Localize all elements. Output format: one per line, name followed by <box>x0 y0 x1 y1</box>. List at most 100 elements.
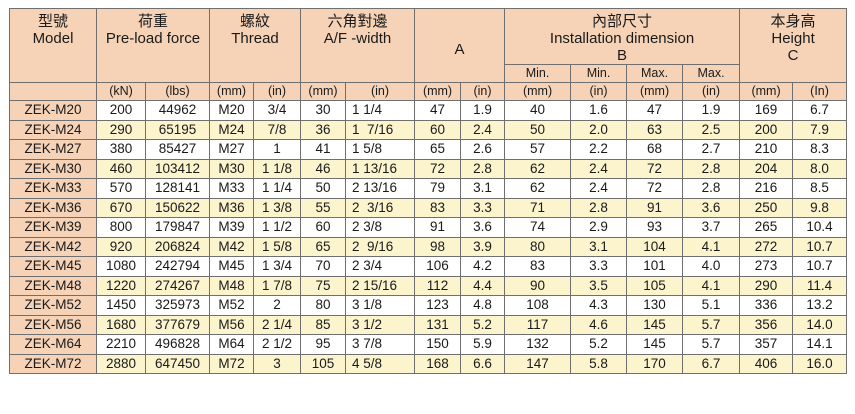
value-cell: 3 <box>253 353 301 374</box>
value-cell: 3.3 <box>570 256 628 277</box>
value-cell: 65 <box>414 139 462 160</box>
value-cell: 647450 <box>145 353 210 374</box>
value-cell: 83 <box>414 197 462 218</box>
value-cell: 9.8 <box>792 197 848 218</box>
value-cell: 1680 <box>96 314 146 335</box>
value-cell: 3 1/2 <box>344 314 416 335</box>
value-cell: 170 <box>626 353 684 374</box>
value-cell: 2210 <box>96 334 146 355</box>
value-cell: 4.6 <box>570 314 628 335</box>
value-cell: 47 <box>626 100 684 121</box>
value-cell: 93 <box>626 217 684 238</box>
unit-cell: (lbs) <box>145 82 210 101</box>
table-row: ZEK-M52 1450 325973 M52 2 80 3 1/8 123 4.8 108 4.3… <box>9 295 848 316</box>
table-row: ZEK-M64 2210 496828 M64 2 1/2 95 3 7/8 150 5.9 13… <box>9 334 848 355</box>
value-cell: 105 <box>626 275 684 296</box>
value-cell: 274267 <box>145 275 210 296</box>
table-row: ZEK-M72 2880 647450 M72 3 105 4 5/8 168 6.6 147 5.… <box>9 353 848 374</box>
value-cell: 1 3/4 <box>253 256 301 277</box>
value-cell: 1220 <box>96 275 146 296</box>
value-cell: M24 <box>209 119 254 140</box>
value-cell: 169 <box>739 100 794 121</box>
value-cell: 70 <box>300 256 346 277</box>
value-cell: 1 1/2 <box>253 217 301 238</box>
value-cell: 65 <box>300 236 346 257</box>
value-cell: 36 <box>300 119 346 140</box>
value-cell: 80 <box>300 295 346 316</box>
header-height-c: C <box>787 47 799 64</box>
value-cell: 50 <box>504 119 572 140</box>
header-af: 六角對邊 A/F -width <box>299 8 416 83</box>
header-install-en: Installation dimension <box>549 30 695 47</box>
unit-cell: (mm) <box>626 82 684 101</box>
model-cell: ZEK-M64 <box>9 334 97 355</box>
value-cell: 5.9 <box>460 334 506 355</box>
value-cell: 200 <box>96 100 146 121</box>
value-cell: 1.9 <box>460 100 506 121</box>
value-cell: 55 <box>300 197 346 218</box>
value-cell: 210 <box>739 139 794 160</box>
model-cell: ZEK-M36 <box>9 197 97 218</box>
value-cell: M56 <box>209 314 254 335</box>
header-install-b: B <box>617 47 628 64</box>
header-preload: 荷重 Pre-load force <box>96 8 210 83</box>
value-cell: 920 <box>96 236 146 257</box>
value-cell: 50 <box>300 178 346 199</box>
table-row: ZEK-M39 800 179847 M39 1 1/2 60 2 3/8 91 3.6 74 2.… <box>9 217 848 238</box>
value-cell: 7/8 <box>253 119 301 140</box>
value-cell: 6.6 <box>460 353 506 374</box>
header-height-zh: 本身高 <box>770 13 816 30</box>
unit-cell: (in) <box>460 82 506 101</box>
value-cell: 5.2 <box>460 314 506 335</box>
value-cell: 3.1 <box>570 236 628 257</box>
value-cell: 108 <box>504 295 572 316</box>
table-row: ZEK-M24 290 65195 M24 7/8 36 1 7/16 60 2.4 50 2.0 6… <box>9 119 848 140</box>
value-cell: M39 <box>209 217 254 238</box>
value-cell: 2880 <box>96 353 146 374</box>
value-cell: 72 <box>626 178 684 199</box>
value-cell: 168 <box>414 353 462 374</box>
value-cell: 14.1 <box>792 334 848 355</box>
value-cell: 10.7 <box>792 256 848 277</box>
value-cell: 496828 <box>145 334 210 355</box>
header-af-zh: 六角對邊 <box>327 13 388 30</box>
header-min-in: Min. <box>570 64 628 83</box>
value-cell: M27 <box>209 139 254 160</box>
value-cell: 112 <box>414 275 462 296</box>
value-cell: 290 <box>96 119 146 140</box>
value-cell: M36 <box>209 197 254 218</box>
value-cell: 5.8 <box>570 353 628 374</box>
value-cell: 3.7 <box>682 217 741 238</box>
value-cell: 2.9 <box>570 217 628 238</box>
value-cell: 145 <box>626 314 684 335</box>
header-preload-en: Pre-load force <box>105 30 201 47</box>
header-model-zh: 型號 <box>37 13 68 30</box>
value-cell: 290 <box>739 275 794 296</box>
value-cell: 128141 <box>145 178 210 199</box>
model-cell: ZEK-M72 <box>9 353 97 374</box>
value-cell: 1 3/8 <box>253 197 301 218</box>
value-cell: 3.6 <box>460 217 506 238</box>
value-cell: 1 7/16 <box>344 119 416 140</box>
value-cell: 2.8 <box>460 158 506 179</box>
value-cell: 62 <box>504 158 572 179</box>
value-cell: M52 <box>209 295 254 316</box>
value-cell: 273 <box>739 256 794 277</box>
value-cell: 10.4 <box>792 217 848 238</box>
model-cell: ZEK-M27 <box>9 139 97 160</box>
table-row: ZEK-M33 570 128141 M33 1 1/4 50 2 13/16 79 3.1 62… <box>9 178 848 199</box>
value-cell: 1 5/8 <box>253 236 301 257</box>
value-cell: 2.2 <box>570 139 628 160</box>
value-cell: 2 9/16 <box>344 236 416 257</box>
value-cell: 2 13/16 <box>344 178 416 199</box>
value-cell: 1 1/4 <box>253 178 301 199</box>
value-cell: 1.9 <box>682 100 741 121</box>
value-cell: 46 <box>300 158 346 179</box>
value-cell: 95 <box>300 334 346 355</box>
value-cell: 79 <box>414 178 462 199</box>
value-cell: 5.2 <box>570 334 628 355</box>
value-cell: 3 7/8 <box>344 334 416 355</box>
value-cell: 47 <box>414 100 462 121</box>
model-cell: ZEK-M52 <box>9 295 97 316</box>
unit-cell: (in) <box>344 82 416 101</box>
